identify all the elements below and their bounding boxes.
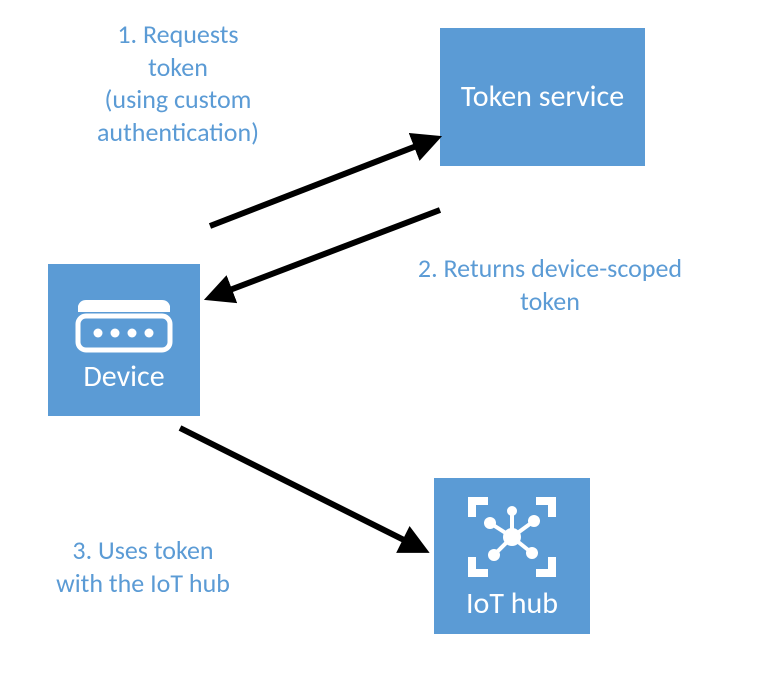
- edge-1-arrow: [210, 140, 432, 226]
- node-device: Device: [48, 264, 200, 416]
- edge-label-3: 3. Uses token with the IoT hub: [18, 534, 268, 599]
- edge-label-2: 2. Returns device-scoped token: [350, 252, 750, 317]
- edge-label-1: 1. Requests token (using custom authenti…: [48, 18, 308, 148]
- node-iot-hub-label: IoT hub: [466, 587, 558, 622]
- edge-3-arrow: [180, 428, 420, 548]
- node-token-service: Token service: [440, 28, 645, 166]
- iot-hub-icon: [462, 491, 562, 583]
- device-icon: [72, 286, 176, 354]
- node-token-service-label: Token service: [461, 80, 624, 115]
- node-device-label: Device: [83, 360, 164, 395]
- diagram-canvas: Token service Device: [0, 0, 780, 678]
- node-iot-hub: IoT hub: [434, 478, 590, 634]
